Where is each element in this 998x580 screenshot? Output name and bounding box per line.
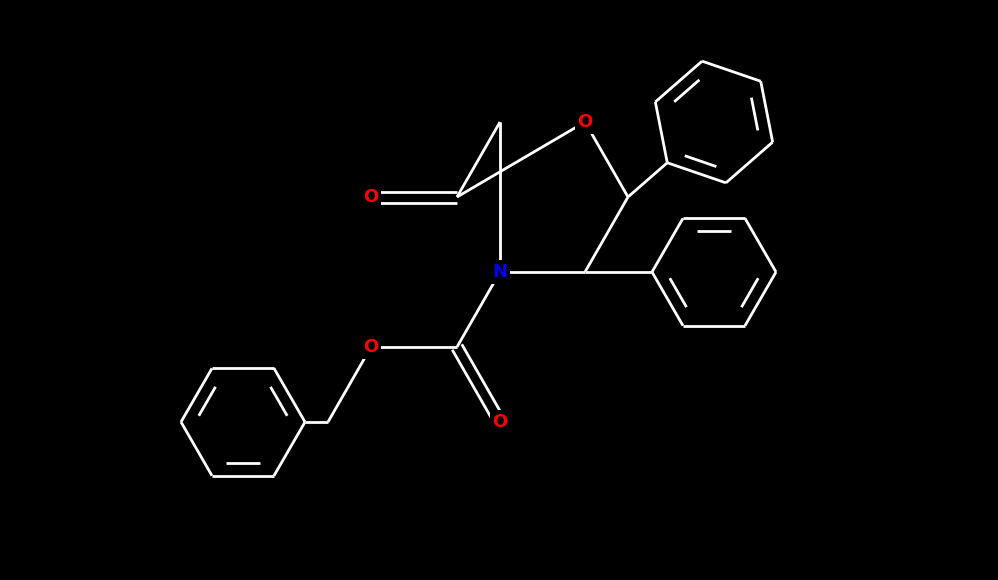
Text: N: N xyxy=(492,263,508,281)
Text: O: O xyxy=(492,413,508,431)
Text: O: O xyxy=(578,113,593,131)
Text: O: O xyxy=(363,188,378,206)
Text: O: O xyxy=(363,338,378,356)
